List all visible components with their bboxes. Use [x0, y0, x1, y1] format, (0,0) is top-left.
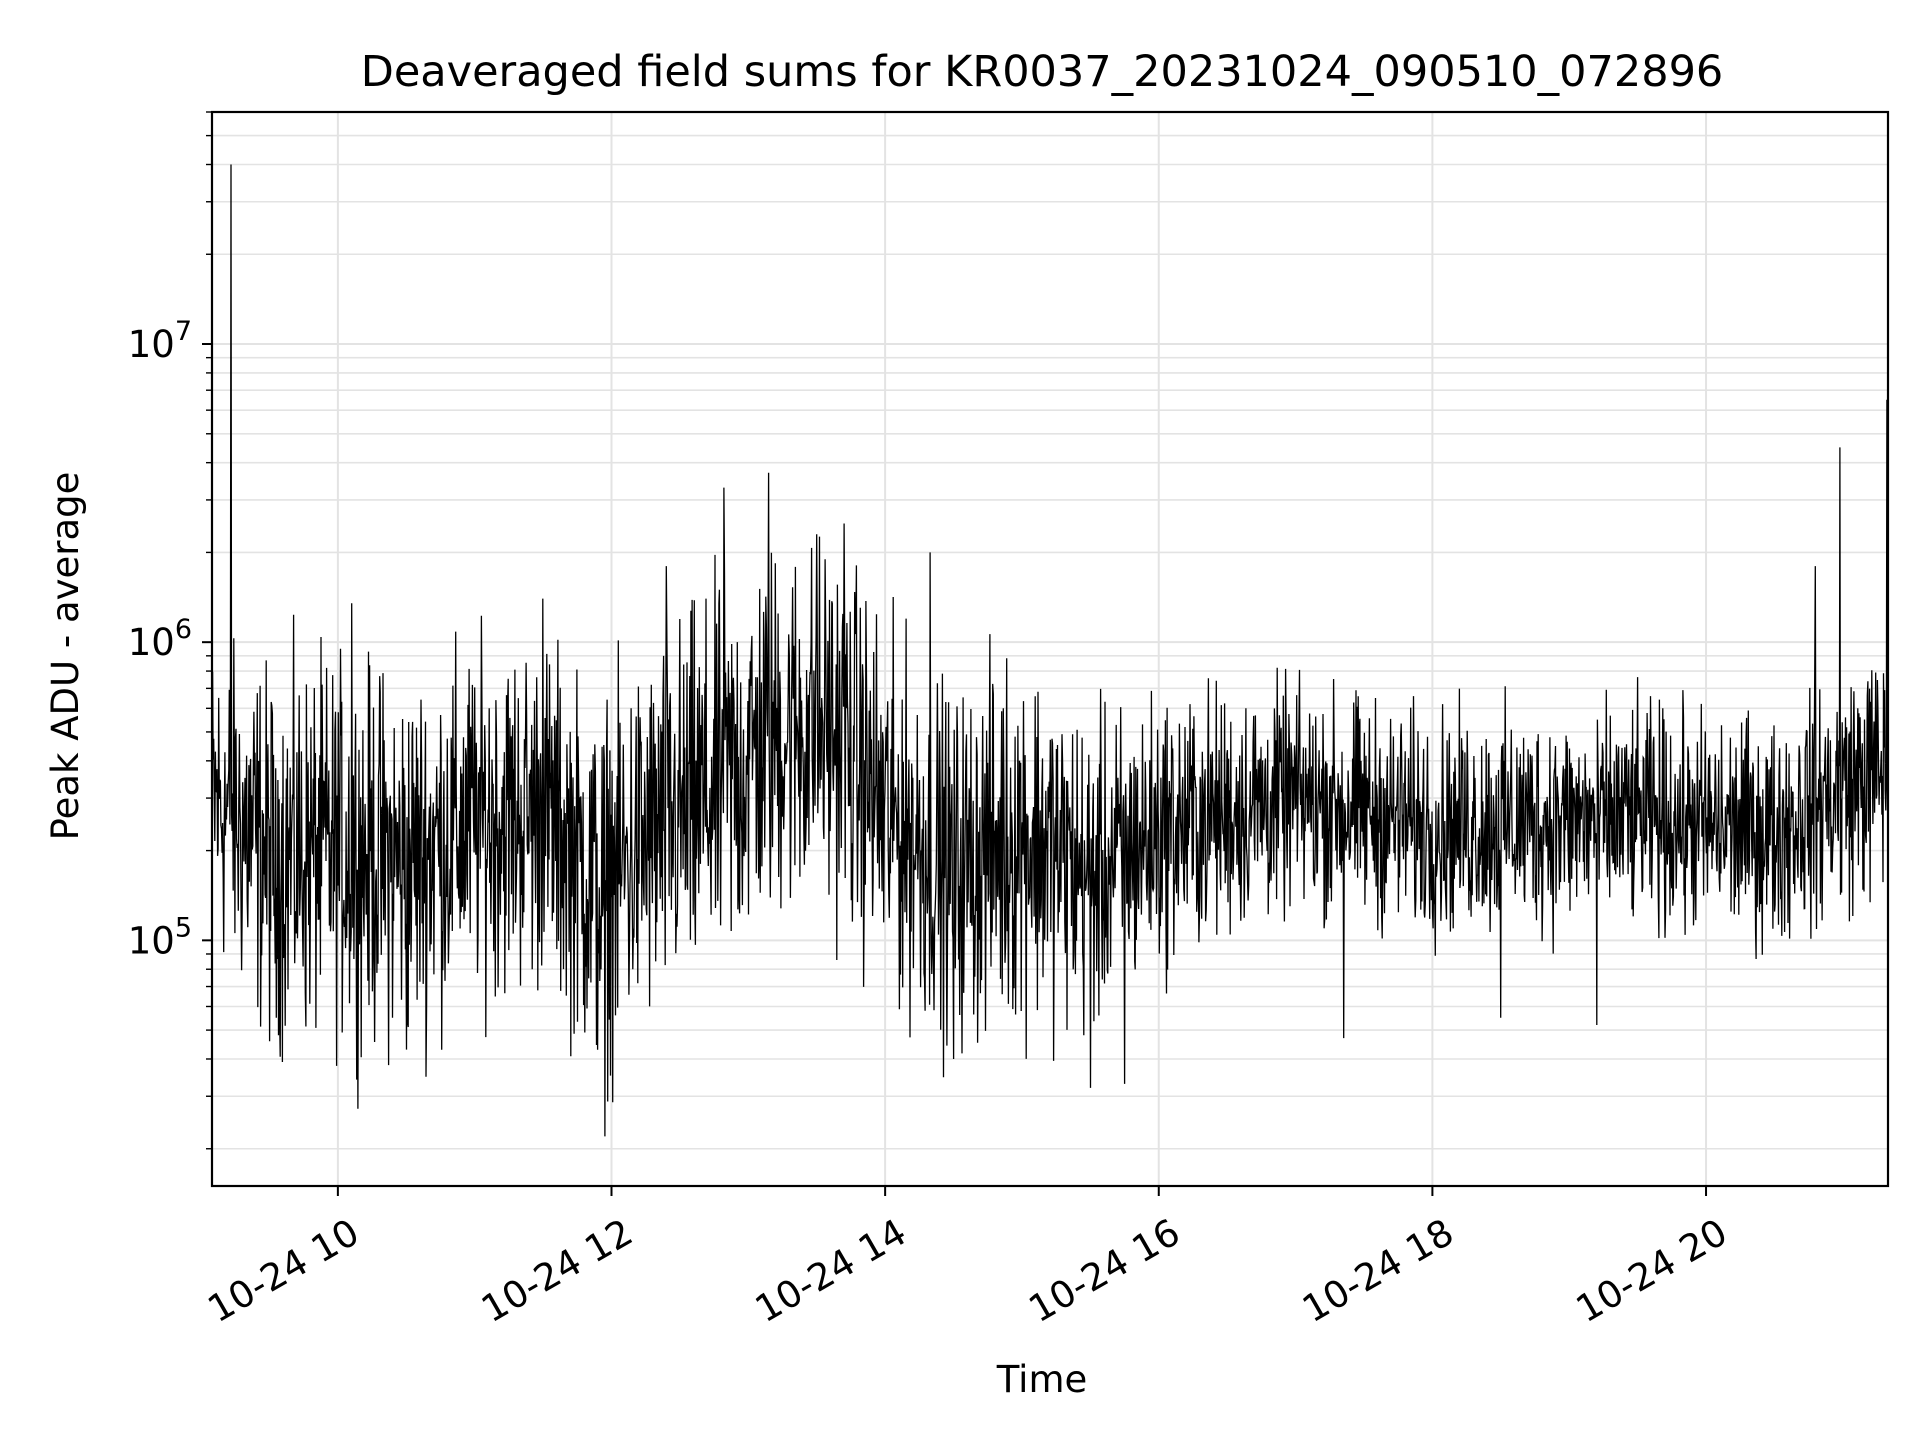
x-axis-label: Time [996, 1358, 1088, 1401]
y-axis-label: Peak ADU - average [44, 472, 87, 841]
y-tick-label: 107 [128, 316, 192, 366]
y-tick-label: 106 [128, 614, 192, 664]
plot-area-frame [210, 110, 1890, 1188]
y-axis: 105 106 107 [128, 111, 212, 1150]
y-tick-label: 105 [128, 912, 192, 962]
series-line [212, 164, 1888, 1137]
chart-title: Deaveraged field sums for KR0037_2023102… [361, 47, 1724, 97]
data-series [212, 164, 1888, 1137]
